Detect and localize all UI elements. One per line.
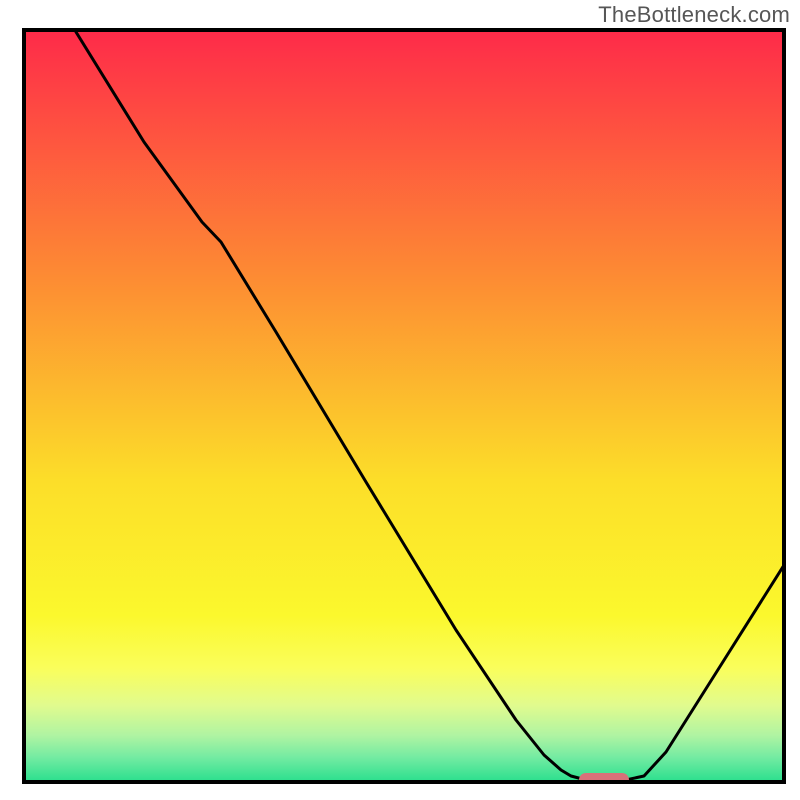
- bottleneck-curve: [26, 32, 782, 780]
- watermark-text: TheBottleneck.com: [598, 2, 790, 28]
- chart-plot-area: [22, 28, 786, 784]
- optimal-marker: [579, 773, 629, 784]
